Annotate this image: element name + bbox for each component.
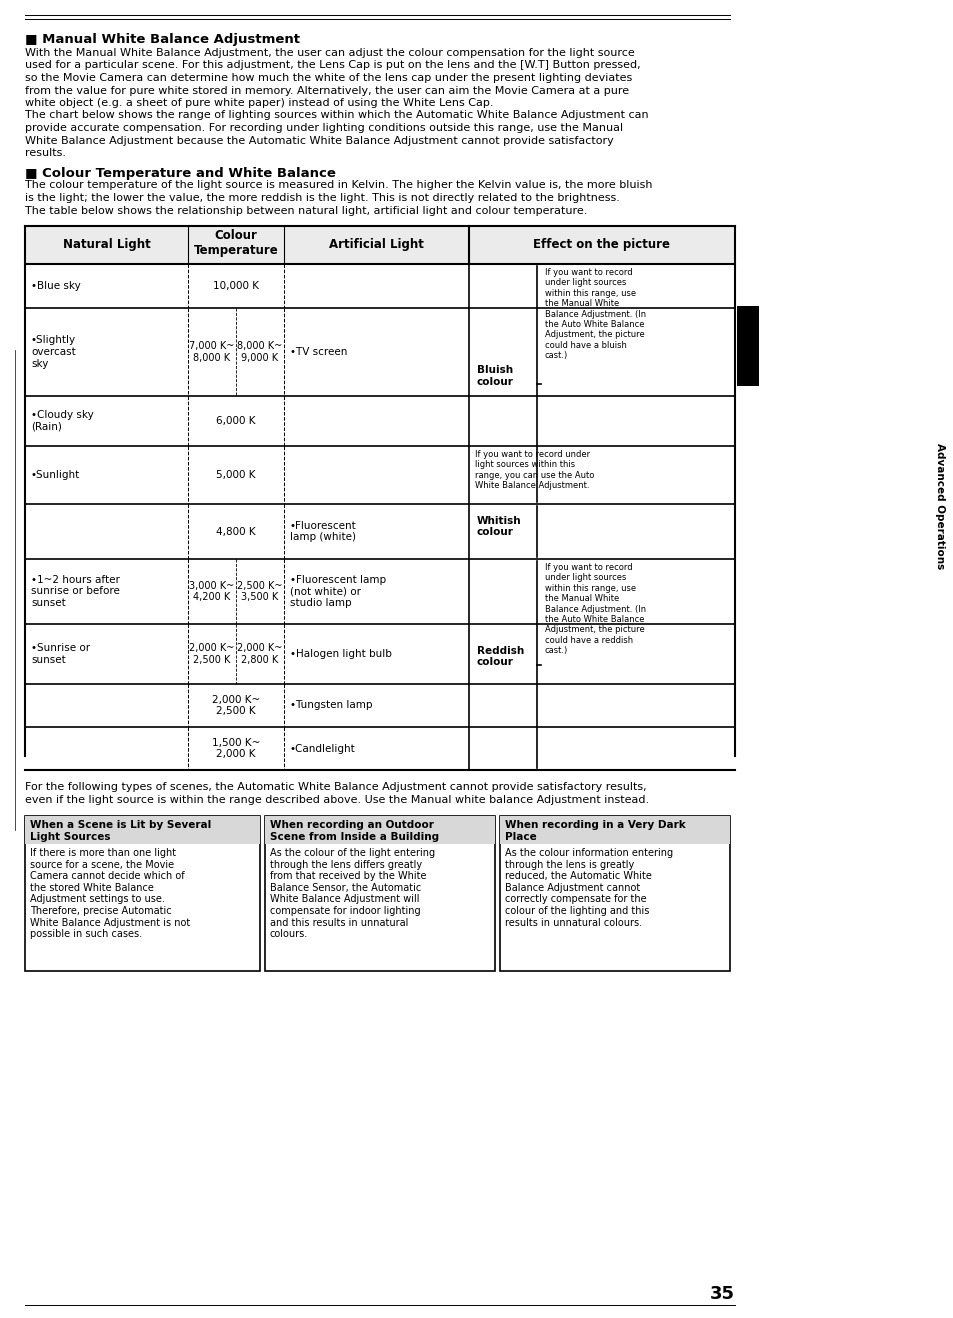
Text: The table below shows the relationship between natural light, artificial light a: The table below shows the relationship b… (25, 206, 587, 216)
Text: The chart below shows the range of lighting sources within which the Automatic W: The chart below shows the range of light… (25, 111, 648, 120)
Text: even if the light source is within the range described above. Use the Manual whi: even if the light source is within the r… (25, 795, 648, 805)
Text: Artificial Light: Artificial Light (329, 239, 423, 250)
Text: The colour temperature of the light source is measured in Kelvin. The higher the: The colour temperature of the light sour… (25, 181, 652, 191)
Text: Colour
Temperature: Colour Temperature (193, 229, 278, 257)
Text: •TV screen: •TV screen (290, 347, 347, 357)
Text: so the Movie Camera can determine how much the white of the lens cap under the p: so the Movie Camera can determine how mu… (25, 72, 632, 83)
Text: provide accurate compensation. For recording under lighting conditions outside t: provide accurate compensation. For recor… (25, 123, 622, 133)
Text: 3,000 K~
4,200 K: 3,000 K~ 4,200 K (190, 581, 234, 602)
Bar (25, 225, 734, 264)
Text: As the colour information entering
through the lens is greatly
reduced, the Auto: As the colour information entering throu… (504, 847, 673, 928)
Text: When a Scene is Lit by Several
Light Sources: When a Scene is Lit by Several Light Sou… (30, 820, 211, 842)
Text: from the value for pure white stored in memory. Alternatively, the user can aim : from the value for pure white stored in … (25, 86, 628, 95)
Text: 8,000 K~
9,000 K: 8,000 K~ 9,000 K (237, 341, 282, 362)
Text: •Blue sky: •Blue sky (30, 281, 81, 291)
Text: Reddish
colour: Reddish colour (476, 646, 524, 667)
Text: used for a particular scene. For this adjustment, the Lens Cap is put on the len: used for a particular scene. For this ad… (25, 61, 640, 70)
Bar (265, 816, 495, 844)
Text: •Slightly
overcast
sky: •Slightly overcast sky (30, 335, 76, 369)
Bar (25, 816, 260, 971)
Text: 1,500 K~
2,000 K: 1,500 K~ 2,000 K (212, 738, 260, 759)
Text: When recording an Outdoor
Scene from Inside a Building: When recording an Outdoor Scene from Ins… (270, 820, 438, 842)
Text: ■ Manual White Balance Adjustment: ■ Manual White Balance Adjustment (25, 33, 299, 46)
Text: Effect on the picture: Effect on the picture (533, 239, 670, 250)
Text: •Tungsten lamp: •Tungsten lamp (290, 700, 372, 710)
Text: 7,000 K~
8,000 K: 7,000 K~ 8,000 K (189, 341, 234, 362)
Text: white object (e.g. a sheet of pure white paper) instead of using the White Lens : white object (e.g. a sheet of pure white… (25, 98, 493, 108)
Text: 2,500 K~
3,500 K: 2,500 K~ 3,500 K (237, 581, 282, 602)
Bar (737, 306, 759, 386)
Bar (499, 816, 729, 971)
Text: •Candlelight: •Candlelight (290, 743, 355, 754)
Text: White Balance Adjustment because the Automatic White Balance Adjustment cannot p: White Balance Adjustment because the Aut… (25, 136, 613, 145)
Text: 10,000 K: 10,000 K (213, 281, 258, 291)
Text: 2,000 K~
2,500 K: 2,000 K~ 2,500 K (212, 695, 260, 716)
Text: •Cloudy sky
(Rain): •Cloudy sky (Rain) (30, 410, 93, 432)
Text: •Halogen light bulb: •Halogen light bulb (290, 648, 392, 659)
Text: •1~2 hours after
sunrise or before
sunset: •1~2 hours after sunrise or before sunse… (30, 575, 120, 608)
Bar (499, 816, 729, 844)
Text: If there is more than one light
source for a scene, the Movie
Camera cannot deci: If there is more than one light source f… (30, 847, 190, 940)
Text: •Sunrise or
sunset: •Sunrise or sunset (30, 643, 90, 664)
Text: With the Manual White Balance Adjustment, the user can adjust the colour compens: With the Manual White Balance Adjustment… (25, 47, 634, 58)
Text: 2,000 K~
2,500 K: 2,000 K~ 2,500 K (189, 643, 234, 664)
Text: •Fluorescent lamp
(not white) or
studio lamp: •Fluorescent lamp (not white) or studio … (290, 575, 386, 608)
Text: Whitish
colour: Whitish colour (476, 515, 521, 538)
Text: As the colour of the light entering
through the lens differs greatly
from that r: As the colour of the light entering thro… (270, 847, 435, 940)
Text: 2,000 K~
2,800 K: 2,000 K~ 2,800 K (237, 643, 282, 664)
Text: 4,800 K: 4,800 K (216, 526, 255, 536)
Text: Advanced Operations: Advanced Operations (934, 443, 944, 569)
Text: ■ Colour Temperature and White Balance: ■ Colour Temperature and White Balance (25, 166, 335, 179)
Text: Natural Light: Natural Light (63, 239, 151, 250)
Text: If you want to record under
light sources within this
range, you can use the Aut: If you want to record under light source… (475, 449, 594, 490)
Bar (25, 816, 260, 844)
Text: Bluish
colour: Bluish colour (476, 365, 514, 386)
Text: If you want to record
under light sources
within this range, use
the Manual Whit: If you want to record under light source… (544, 563, 645, 655)
Text: 35: 35 (709, 1285, 734, 1304)
Text: is the light; the lower the value, the more reddish is the light. This is not di: is the light; the lower the value, the m… (25, 192, 619, 203)
Text: If you want to record
under light sources
within this range, use
the Manual Whit: If you want to record under light source… (544, 268, 645, 360)
Bar (265, 816, 495, 971)
Text: results.: results. (25, 148, 66, 158)
Text: •Fluorescent
lamp (white): •Fluorescent lamp (white) (290, 521, 356, 542)
Text: For the following types of scenes, the Automatic White Balance Adjustment cannot: For the following types of scenes, the A… (25, 782, 646, 792)
Text: •Sunlight: •Sunlight (30, 471, 80, 480)
Text: 5,000 K: 5,000 K (216, 471, 255, 480)
Text: 6,000 K: 6,000 K (216, 416, 255, 426)
Text: When recording in a Very Dark
Place: When recording in a Very Dark Place (504, 820, 685, 842)
